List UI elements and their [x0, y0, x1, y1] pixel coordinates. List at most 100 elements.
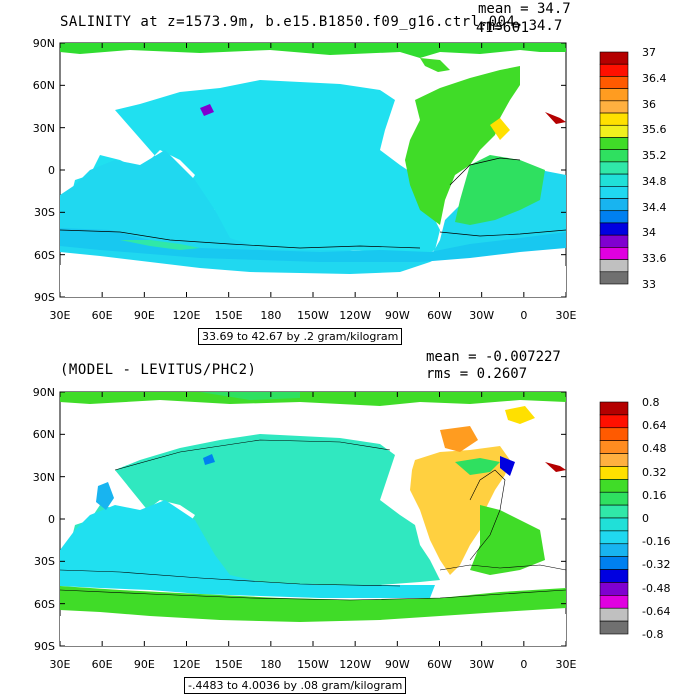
bottom_panel-lon-label: 30W [469, 658, 495, 671]
top_panel-lon-label: 30E [49, 309, 71, 322]
bottom_panel-lon-label: 60W [427, 658, 452, 671]
top-range-caption: 33.69 to 42.67 by .2 gram/kilogram [198, 328, 403, 345]
top-contour-2 [439, 229, 567, 237]
top_panel-colorbar-box [599, 161, 629, 175]
bottom_panel-colorbar-label: 0.8 [642, 396, 660, 409]
top-rms: rms = 34.7 [478, 18, 563, 34]
top_panel-lat-label: 30S [34, 206, 55, 220]
bottom-atlantic-yellow [410, 446, 510, 575]
top-purple-patch [200, 104, 214, 116]
top-nordic [420, 58, 450, 72]
bottom_panel-colorbar-box [599, 582, 629, 596]
bottom_panel-colorbar-box [599, 504, 629, 519]
bottom_panel-colorbar-box [599, 530, 629, 545]
top-title-overlap: 41=601 [476, 20, 530, 36]
top_panel-lon-label: 120E [172, 309, 201, 322]
bottom_panel-colorbar-box [599, 595, 629, 609]
bottom-contour-1 [114, 439, 391, 471]
top_panel-lon-label: 120W [339, 309, 372, 322]
bottom_panel-colorbar-box [599, 517, 629, 532]
top_panel-lat-label: 60N [32, 79, 55, 93]
bottom_panel-colorbar-label: 0.32 [642, 465, 667, 479]
bottom-arctic-2 [200, 392, 300, 400]
bottom-acc-green [60, 586, 566, 622]
top_panel-colorbar-label: 36 [642, 97, 656, 111]
top_panel-colorbar-box [599, 247, 629, 260]
top-deep-band [60, 228, 566, 262]
bottom_panel-lat-label: 90S [34, 640, 55, 653]
bottom_panel-lat-label: 60N [32, 428, 55, 442]
bottom_panel-lon-label: 180 [260, 658, 282, 671]
top_panel-lon-label: 60E [91, 309, 113, 322]
top_panel-lon-label: 150W [297, 309, 329, 322]
top-atlantic [405, 66, 520, 225]
bottom_panel-lon-label: 30E [555, 658, 577, 671]
top_panel-colorbar-box [599, 137, 629, 150]
bottom-rms: rms = 0.2607 [426, 366, 528, 382]
top-med-outflow [490, 118, 510, 140]
top_panel-colorbar-box [599, 234, 629, 248]
bottom_panel-lon-label: 90W [384, 658, 410, 671]
top_panel-lat-label: 90N [32, 37, 55, 50]
top_panel-lon-label: 30E [555, 309, 577, 322]
top_panel-colorbar-box [599, 88, 629, 102]
bottom_panel-colorbar-box [599, 453, 629, 467]
top-axes [59, 42, 567, 298]
bottom-antarctica [60, 614, 566, 646]
top_panel-colorbar-label: 34 [642, 226, 656, 240]
top_panel-colorbar-box [599, 173, 629, 187]
bottom-range-caption: -.4483 to 4.0036 by .08 gram/kilogram [184, 677, 407, 694]
bottom-arabian-patch [96, 482, 114, 510]
top_panel-lat-label: 90S [34, 291, 55, 304]
top-southern-ocean [60, 150, 566, 274]
bottom-axes [59, 391, 567, 647]
bottom_panel-lat-label: 60S [34, 597, 55, 611]
top-map [59, 42, 567, 298]
top-ross [120, 240, 200, 250]
top_panel-colorbar-box [599, 259, 629, 273]
bottom_panel-colorbar-box [599, 414, 629, 429]
bottom-mean: mean = -0.007227 [426, 349, 561, 365]
bottom-colorbar [599, 401, 629, 635]
top_panel-colorbar-label: 35.2 [642, 149, 667, 163]
bottom_panel-colorbar-label: -0.64 [642, 604, 671, 618]
top_panel-lat-label: 0 [48, 164, 55, 177]
top_panel-colorbar-box [599, 51, 629, 65]
bottom_panel-colorbar-label: 0.64 [642, 419, 667, 433]
bottom_panel-colorbar-label: 0.16 [642, 488, 667, 502]
top-south-atlantic [455, 155, 545, 225]
top_panel-colorbar-box [599, 124, 629, 138]
top_panel-lon-label: 0 [520, 309, 528, 322]
top_panel-colorbar-box [599, 100, 629, 114]
bottom_panel-colorbar-box [599, 466, 629, 480]
bottom_panel-colorbar-box [599, 556, 629, 570]
top_panel-colorbar-box [599, 112, 629, 126]
bottom_panel-colorbar-box [599, 479, 629, 493]
bottom-red-patch [545, 462, 566, 472]
top_panel-colorbar-label: 33 [642, 278, 656, 291]
bottom_panel-lon-label: 150E [214, 658, 243, 671]
bottom_panel-colorbar-box [599, 569, 629, 583]
top_panel-colorbar-label: 36.4 [642, 71, 667, 85]
bottom-contour-4 [469, 469, 506, 561]
top_panel-colorbar-label: 34.8 [642, 174, 667, 188]
bottom_panel-lon-label: 60E [91, 658, 113, 671]
bottom_panel-lat-label: 30N [32, 470, 55, 484]
top_panel-lon-label: 180 [260, 309, 282, 322]
bottom_panel-colorbar-box [599, 401, 629, 416]
top_panel-colorbar-label: 34.4 [642, 200, 667, 214]
top_panel-lon-label: 60W [427, 309, 452, 322]
bottom_panel-colorbar-label: 0 [642, 512, 649, 525]
bottom-contour-3 [59, 589, 567, 601]
top_panel-colorbar-box [599, 186, 629, 199]
top-colorbar [599, 51, 629, 285]
bottom_panel-colorbar-box [599, 491, 629, 506]
bottom_panel-lat-label: 90N [32, 386, 55, 399]
top_panel-lon-label: 90E [133, 309, 155, 322]
bottom-contour-2 [59, 569, 401, 587]
bottom_panel-lon-label: 120E [172, 658, 201, 671]
top_panel-colorbar-box [599, 271, 629, 285]
top_panel-colorbar-box [599, 222, 629, 236]
bottom-blue-patch [500, 456, 515, 476]
